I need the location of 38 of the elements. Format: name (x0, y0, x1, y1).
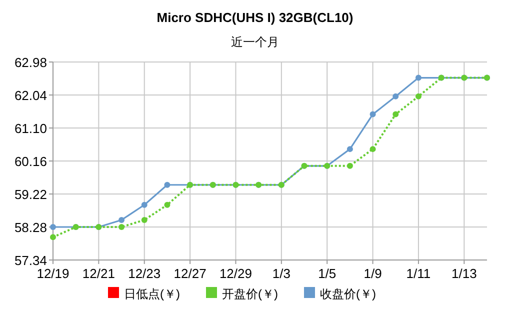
chart-title: Micro SDHC(UHS I) 32GB(CL10) (156, 10, 354, 25)
x-tick-label: 12/19 (36, 266, 70, 281)
point (164, 202, 170, 208)
x-tick-label: 12/23 (128, 266, 161, 281)
y-tick-label: 61.10 (14, 121, 47, 136)
point (415, 93, 422, 100)
y-tick-label: 62.98 (14, 55, 47, 70)
point (392, 93, 399, 100)
legend-label: 日低点(￥) (124, 287, 180, 301)
point (141, 216, 148, 223)
x-tick-label: 1/3 (272, 266, 290, 281)
y-tick-label: 60.16 (14, 154, 47, 169)
x-tick-label: 12/27 (174, 266, 206, 281)
x-tick-label: 1/9 (364, 266, 382, 281)
legend-label: 收盘价(￥) (320, 287, 376, 301)
y-tick-label: 57.34 (14, 253, 47, 268)
y-tick-label: 58.28 (14, 220, 47, 235)
x-tick-label: 1/13 (452, 266, 477, 281)
x-tick-label: 12/21 (82, 266, 115, 281)
x-tick-label: 12/29 (219, 266, 252, 281)
point (370, 111, 376, 118)
point (50, 224, 56, 230)
point (50, 234, 56, 240)
y-tick-label: 62.04 (14, 88, 47, 103)
point (415, 74, 422, 81)
legend-label: 开盘价(￥) (222, 287, 278, 301)
y-tick-label: 59.22 (14, 187, 47, 202)
point (346, 162, 353, 169)
x-tick-label: 1/5 (318, 266, 336, 281)
point (141, 202, 148, 208)
point (164, 182, 170, 188)
point (370, 146, 376, 152)
point (118, 216, 125, 223)
point (118, 224, 125, 230)
point (346, 146, 353, 152)
chart-subtitle: 近一个月 (231, 35, 279, 49)
point (392, 111, 399, 118)
x-tick-label: 1/11 (406, 266, 431, 281)
